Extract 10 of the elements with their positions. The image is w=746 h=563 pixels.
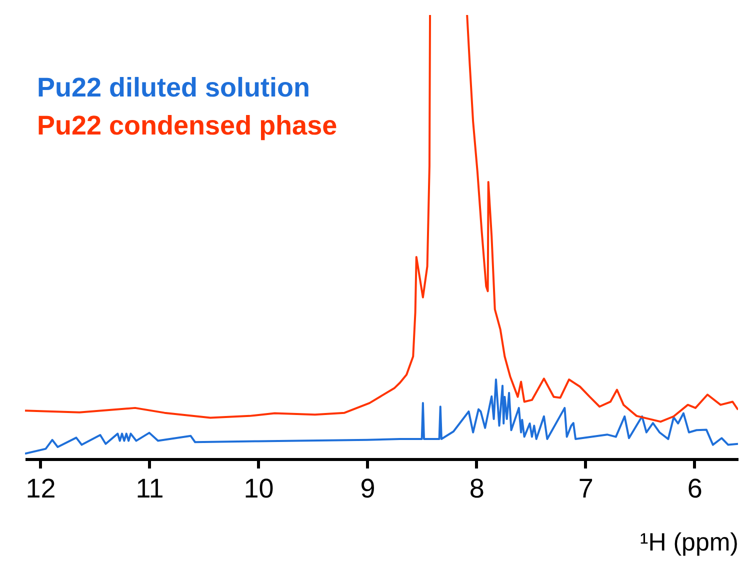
text: Pu22 condensed phase [37, 110, 338, 140]
x-axis-title: ¹H (ppm) [640, 528, 738, 556]
x-tick-label: 7 [578, 474, 594, 504]
x-tick-label: 8 [469, 474, 484, 504]
x-tick-label: 10 [244, 474, 274, 504]
text: Pu22 diluted solution [37, 72, 310, 102]
x-tick-label: 9 [360, 474, 376, 504]
x-tick-label: 11 [136, 474, 164, 504]
x-tick-label: 12 [26, 474, 56, 504]
x-tick-label: 6 [687, 474, 702, 504]
